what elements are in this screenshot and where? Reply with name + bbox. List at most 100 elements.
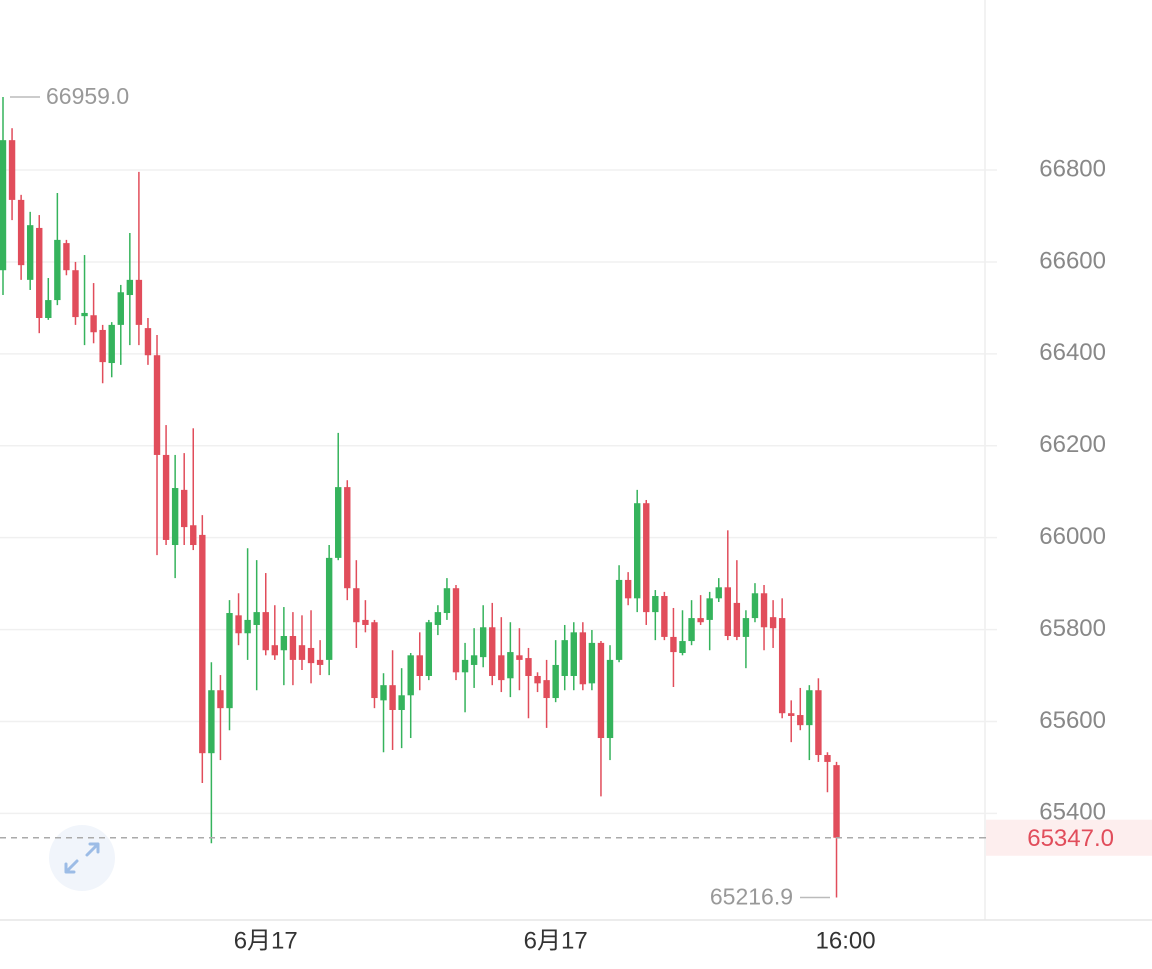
candle-body: [697, 618, 704, 623]
candle-body: [344, 487, 351, 589]
candle-body: [316, 659, 324, 665]
candle-body: [208, 690, 215, 754]
candle-body: [788, 713, 795, 716]
candle-body: [425, 622, 433, 676]
y-tick-label: 65600: [1039, 707, 1106, 734]
y-tick-label: 66800: [1039, 155, 1106, 182]
candle-body: [199, 534, 206, 754]
candle-body: [778, 618, 786, 714]
x-tick-label: 16:00: [816, 927, 876, 954]
candle-body: [72, 270, 79, 318]
candle-body: [244, 619, 251, 634]
candle-body: [36, 227, 43, 319]
candle-body: [398, 695, 405, 710]
candle-body: [99, 329, 106, 363]
candle-body: [769, 617, 777, 629]
candle-body: [751, 593, 759, 619]
candle-body: [552, 664, 559, 699]
candle-body: [624, 579, 632, 599]
candle-body: [643, 503, 650, 613]
candle-body: [679, 641, 686, 654]
candle-body: [452, 588, 460, 673]
candle-body: [516, 655, 523, 660]
candle-body: [17, 199, 25, 266]
candle-body: [171, 488, 179, 546]
candle-body: [325, 557, 333, 660]
candle-body: [81, 312, 88, 317]
candle-body: [380, 685, 387, 701]
candle-body: [90, 315, 97, 333]
candle-body: [489, 627, 496, 676]
candle-body: [235, 615, 242, 634]
expand-button-bg[interactable]: [49, 825, 115, 891]
candle-body: [353, 588, 360, 623]
candle-body: [815, 690, 822, 756]
candle-body: [262, 612, 269, 651]
candle-body: [434, 612, 442, 625]
candle-body: [144, 328, 152, 356]
candle-body: [126, 279, 134, 296]
expand-button[interactable]: [49, 825, 115, 891]
candle-body: [534, 675, 541, 684]
candle-body: [45, 300, 52, 319]
candle-body: [634, 503, 641, 599]
candle-body: [389, 685, 396, 710]
candle-body: [606, 659, 614, 739]
candle-body: [108, 324, 115, 364]
candle-body: [362, 619, 369, 625]
candle-body: [479, 627, 487, 658]
candle-body: [335, 487, 342, 558]
candle-body: [579, 632, 587, 685]
candle-body: [307, 647, 315, 664]
candle-body: [461, 659, 469, 673]
y-tick-label: 66000: [1039, 523, 1106, 550]
candle-body: [570, 632, 577, 676]
candle-body: [253, 612, 260, 625]
y-tick-label: 66600: [1039, 247, 1106, 274]
candle-body: [588, 642, 596, 684]
candle-body: [797, 715, 804, 726]
x-tick-label: 6月17: [524, 927, 588, 954]
candle-body: [597, 642, 605, 739]
candle-body: [226, 613, 233, 709]
candle-body: [688, 618, 695, 642]
candle-body: [824, 755, 831, 762]
candle-body: [371, 622, 378, 699]
candle-body: [217, 690, 224, 709]
y-tick-label: 66400: [1039, 339, 1106, 366]
candle-body: [280, 636, 288, 651]
y-tick-label: 65800: [1039, 615, 1106, 642]
candle-body: [26, 225, 34, 280]
last-price-box: [986, 819, 1152, 856]
low-label: 65216.9: [710, 884, 793, 910]
candle-body: [416, 655, 423, 676]
candle-body: [271, 645, 278, 656]
candle-body: [806, 690, 813, 726]
candle-body: [661, 596, 668, 637]
candle-body: [162, 454, 170, 540]
high-label: 66959.0: [46, 83, 129, 109]
candle-body: [298, 645, 306, 660]
candle-body: [117, 292, 124, 325]
candle-body: [135, 279, 143, 325]
y-tick-label: 66200: [1039, 431, 1106, 458]
expand-icon[interactable]: [64, 842, 100, 874]
candle-body: [153, 355, 161, 455]
candle-body: [181, 489, 188, 528]
candle-body: [190, 525, 197, 546]
candle-body: [715, 587, 722, 599]
candle-body: [615, 579, 623, 660]
candle-body: [760, 593, 768, 628]
candle-body: [833, 765, 840, 838]
candle-body: [670, 636, 677, 653]
candle-body: [54, 239, 61, 301]
candle-body: [543, 680, 550, 699]
candle-body: [561, 640, 568, 676]
candle-body: [498, 655, 505, 681]
candle-body: [507, 652, 514, 679]
candle-body: [0, 140, 7, 271]
candle-body: [8, 140, 16, 200]
candle-body: [724, 587, 731, 637]
